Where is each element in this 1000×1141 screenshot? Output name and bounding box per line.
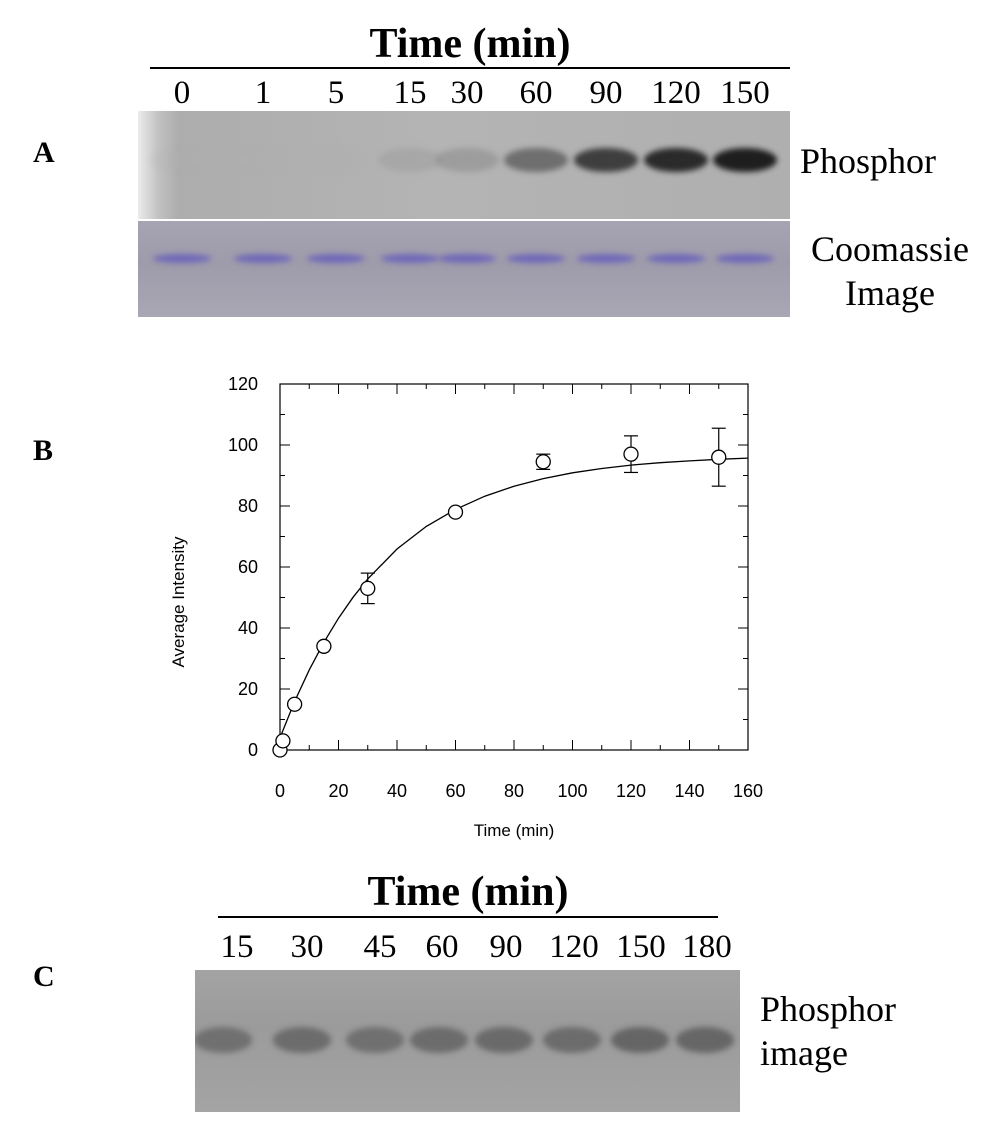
gel-band [378,148,442,172]
lane-label: 15 [220,929,254,965]
gel-band [504,148,568,172]
y-tick-label: 80 [238,496,258,516]
gel-band [231,148,295,172]
coomassie-gel [138,221,790,317]
lane-label: 15 [393,75,427,111]
coomassie-label: Coomassie Image [797,228,983,316]
lane-label: 0 [173,75,191,111]
gel-band [543,1027,601,1053]
lane-label: 30 [290,929,324,965]
panel-a-title: Time (min) [369,21,571,67]
gel-band [676,1027,734,1053]
gel-band [234,253,292,263]
panel-c-letter: C [33,960,55,993]
lane-label: 120 [651,75,701,111]
gel-band [438,253,496,263]
panel-c-title: Time (min) [367,869,569,915]
data-point [535,454,551,470]
gel-band [273,1027,331,1053]
data-point [316,638,332,654]
gel-band [150,148,214,172]
lane-label: 150 [616,929,666,965]
lane-label: 150 [720,75,770,111]
phosphor-gel-a [138,111,790,219]
gel-band [381,253,439,263]
y-tick-label: 100 [228,435,258,455]
panel-a-title-rule [150,67,790,69]
gel-band [574,148,638,172]
gel-band [647,253,705,263]
x-axis-label: Time (min) [474,821,555,840]
gel-band [435,148,499,172]
panel-c-lane-labels: 15 30 45 60 90 120 150 180 [0,929,1000,969]
gel-band [713,148,777,172]
panel-a-letter: A [33,136,55,169]
data-point [286,696,303,712]
y-tick-label: 40 [238,618,258,638]
lane-label: 180 [682,929,732,965]
coomassie-label-line1: Coomassie [811,229,969,269]
gel-band [307,253,365,263]
y-axis-label: Average Intensity [169,536,188,668]
gel-band [577,253,635,263]
x-tick-label: 140 [674,781,704,801]
lane-label: 90 [589,75,623,111]
x-tick-label: 20 [328,781,348,801]
y-tick-label: 120 [228,374,258,394]
lane-label: 60 [519,75,553,111]
lane-label: 90 [489,929,523,965]
lane-label: 45 [363,929,397,965]
panel-a-lane-labels: 0 1 5 15 30 60 90 120 150 [0,75,1000,115]
lane-label: 5 [327,75,345,111]
gel-band [644,148,708,172]
phosphor-label-c: Phosphor image [760,988,896,1076]
fit-curve [279,457,749,739]
gel-band [507,253,565,263]
plot-frame [279,383,749,751]
panel-c-title-rule [218,916,718,918]
gel-band [195,1027,252,1053]
y-tick-label: 60 [238,557,258,577]
panel-b-letter: B [33,434,54,467]
data-point [275,733,291,749]
lane-label: 120 [549,929,599,965]
data-point [447,504,464,520]
x-tick-label: 120 [616,781,646,801]
x-tick-label: 0 [275,781,285,801]
lane-label: 1 [254,75,272,111]
x-tick-label: 160 [733,781,763,801]
gel-band [716,253,774,263]
gel-band [346,1027,404,1053]
data-point [711,449,727,465]
gel-band [611,1027,669,1053]
phosphor-gel-c [195,970,740,1112]
x-tick-label: 100 [557,781,587,801]
lane-label: 60 [425,929,459,965]
gel-band [304,148,368,172]
intensity-chart: 0 20 40 60 80 100 120 140 160 0 20 40 60 80 100 120 Time… [169,374,763,840]
x-tick-label: 40 [387,781,407,801]
data-point [623,446,639,462]
phosphor-label-c-line1: Phosphor [760,989,897,1029]
y-tick-label: 20 [238,679,258,699]
gel-band [153,253,211,263]
data-point [360,580,376,596]
coomassie-label-line2: Image [845,272,935,313]
lane-label: 30 [450,75,484,111]
phosphor-label-c-line2: image [760,1032,848,1073]
y-tick-label: 0 [248,740,258,760]
x-tick-label: 60 [445,781,465,801]
gel-band [475,1027,533,1053]
phosphor-label-a: Phosphor [800,141,937,181]
x-tick-label: 80 [504,781,524,801]
gel-band [410,1027,468,1053]
